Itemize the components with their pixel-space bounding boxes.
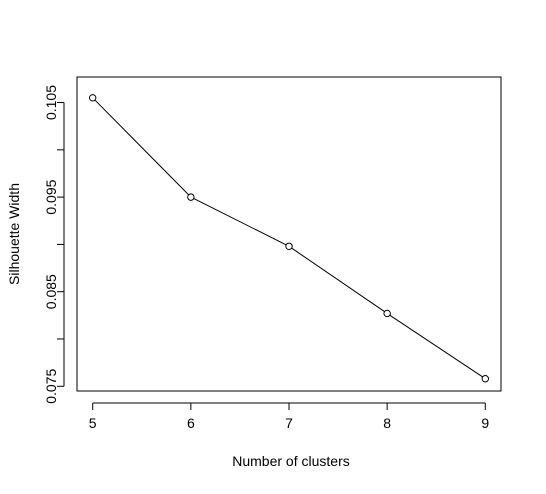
x-axis: 5 6 7 8 9 (89, 402, 489, 431)
x-axis-label: Number of clusters (232, 453, 349, 469)
y-axis: 0.075 0.085 0.095 0.105 (43, 85, 65, 404)
x-tick-label: 9 (481, 415, 489, 431)
data-point (383, 309, 391, 318)
y-tick-label: 0.075 (43, 369, 59, 404)
x-tick-label: 6 (187, 415, 195, 431)
x-tick-label: 5 (89, 415, 97, 431)
series-layer (89, 94, 489, 383)
y-tick-label: 0.095 (43, 179, 59, 214)
y-tick-label: 0.085 (43, 274, 59, 309)
data-point (285, 242, 293, 250)
plot-frame (76, 76, 502, 392)
data-point (187, 193, 195, 201)
data-point (481, 375, 489, 383)
x-tick-label: 7 (285, 415, 293, 431)
x-tick-label: 8 (383, 415, 391, 431)
series-line (92, 97, 486, 380)
y-tick-label: 0.105 (43, 85, 59, 120)
data-point (89, 94, 97, 102)
y-axis-label: Silhouette Width (6, 183, 22, 285)
